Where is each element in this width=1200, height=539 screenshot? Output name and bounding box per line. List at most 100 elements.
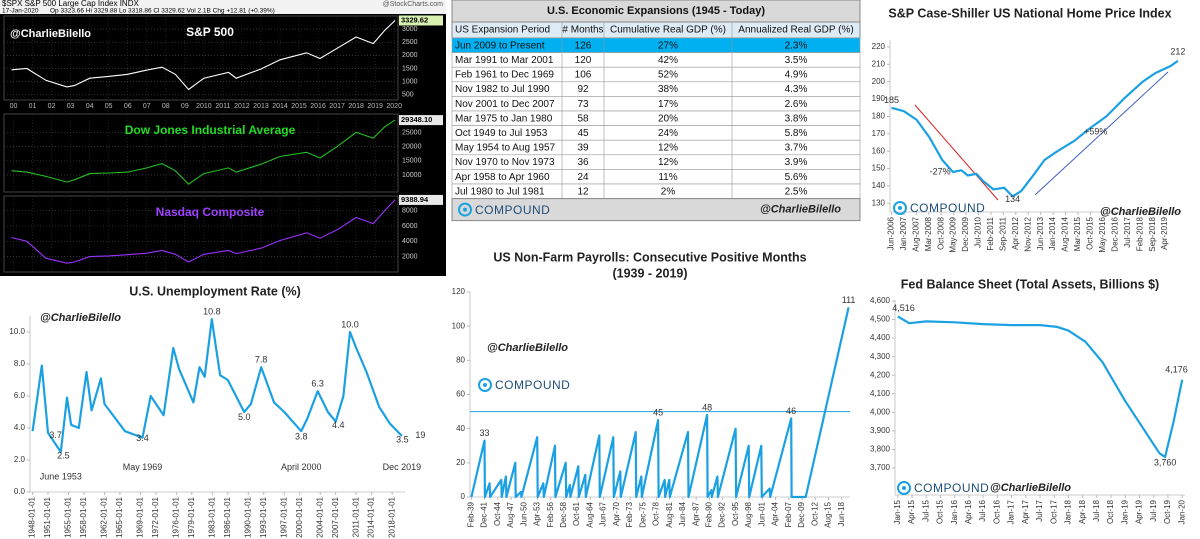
x-tick-label: 01 [29, 103, 37, 110]
x-tick-label: 1962-01-01 [100, 496, 109, 537]
y-tick-label: 2500 [402, 39, 418, 46]
table-cell: 24% [658, 128, 678, 139]
price-line [11, 20, 396, 91]
x-tick-label: 1955-01-01 [64, 496, 73, 537]
annotation: June 1953 [40, 471, 82, 481]
x-tick-label: 04 [86, 103, 94, 110]
annotation: 3.5 [396, 435, 409, 445]
table-cell: May 1954 to Aug 1957 [455, 143, 556, 154]
annotation: 5.0 [238, 412, 251, 422]
annotation: 4,516 [892, 303, 915, 313]
table-cell: 24 [577, 172, 589, 183]
y-tick-label: 160 [872, 146, 886, 155]
x-tick-label: 1993-01-01 [259, 496, 268, 537]
y-tick-label: 210 [872, 59, 886, 68]
x-tick-label: 08 [162, 103, 170, 110]
x-tick-label: 1979-01-01 [187, 496, 196, 537]
y-tick-label: 200 [872, 77, 886, 86]
annotation: 3.8 [295, 431, 308, 441]
source: @StockCharts.com [383, 1, 444, 8]
x-tick-label: 2016 [310, 103, 326, 110]
annotation: April 2000 [281, 462, 322, 472]
x-tick-label: 1951-01-01 [43, 496, 52, 537]
x-tick-label: 1990-01-01 [243, 496, 252, 537]
y-tick-label: 2000 [402, 253, 418, 260]
date: 17-Jan-2020 [2, 8, 39, 15]
quote: Op 3323.66 Hi 3329.88 Lo 3318.86 Cl 3329… [50, 8, 275, 15]
y-tick-label: 220 [872, 42, 886, 51]
column-header: Cumulative Real GDP (%) [610, 25, 726, 36]
logo-icon-dot [483, 383, 487, 387]
x-tick-label: Dec-2016 [1110, 216, 1119, 251]
x-tick-label: Dec-75 [638, 501, 647, 527]
x-tick-label: 2004-01-01 [315, 496, 324, 537]
data-line [31, 318, 403, 454]
y-tick-label: 4,400 [870, 333, 891, 342]
column-header: US Expansion Period [455, 25, 550, 36]
y-tick-label: 4,500 [870, 315, 891, 324]
header-strip [0, 0, 446, 14]
x-tick-label: Jul-15 [921, 499, 930, 521]
y-tick-label: 0 [461, 492, 466, 501]
annotation: May 1969 [123, 462, 163, 472]
y-tick-label: 80 [456, 355, 465, 364]
annotation: 10.0 [341, 319, 359, 329]
x-tick-label: Dec-58 [559, 501, 568, 527]
symbol: $SPX S&P 500 Large Cap Index INDX [2, 0, 139, 8]
panel-frame [3, 15, 399, 101]
x-tick-label: Jan-2014 [1048, 216, 1057, 250]
chart-title: Fed Balance Sheet (Total Assets, Billion… [901, 277, 1159, 291]
table-cell: Feb 1961 to Dec 1969 [455, 70, 554, 81]
x-tick-label: Jun-2013 [1036, 216, 1045, 250]
x-tick-label: May-2009 [949, 216, 958, 252]
x-tick-label: Apr-53 [533, 501, 542, 526]
table-cell: 36 [577, 157, 589, 168]
chart-title: U.S. Unemployment Rate (%) [129, 284, 301, 298]
x-tick-label: Oct-19 [1163, 499, 1172, 524]
y-tick-label: 3,700 [870, 463, 891, 472]
y-tick-label: 3000 [402, 26, 418, 33]
annotation: 7.8 [255, 355, 268, 365]
x-tick-label: 2011-01-01 [351, 496, 360, 537]
y-tick-label: 100 [452, 321, 466, 330]
price-line [11, 199, 396, 264]
x-tick-label: Aug-47 [506, 501, 515, 527]
x-tick-label: 2013 [253, 103, 269, 110]
x-tick-label: Jan-18 [1064, 499, 1073, 524]
x-tick-label: Apr-18 [1078, 499, 1087, 524]
y-tick-label: 2.0 [14, 455, 26, 464]
table-cell: 12% [658, 157, 678, 168]
x-tick-label: Apr-17 [1021, 499, 1030, 524]
logo-icon [897, 481, 911, 495]
column-header: # Months [562, 25, 603, 36]
annotation: 2.5 [57, 451, 70, 461]
y-tick-label: 140 [872, 181, 886, 190]
y-tick-label: 8000 [402, 207, 418, 214]
credit: @CharlieBilello [40, 312, 121, 324]
table-cell: 27% [658, 40, 678, 51]
table-cell: 3.8% [785, 113, 808, 124]
table-cell: 12 [577, 186, 589, 197]
x-tick-label: Mar-2008 [924, 216, 933, 251]
x-tick-label: Mar-2015 [1073, 216, 1082, 251]
x-tick-label: 2020 [386, 103, 402, 110]
x-tick-label: 2014-01-01 [367, 496, 376, 537]
x-tick-label: Feb-73 [625, 501, 634, 527]
x-tick-label: 2017 [329, 103, 345, 110]
logo-text: COMPOUND [495, 378, 570, 392]
y-tick-label: 180 [872, 112, 886, 121]
x-tick-label: Dec-09 [797, 501, 806, 527]
annotation: 4,176 [1165, 364, 1188, 374]
x-tick-label: 2018-01-01 [387, 496, 396, 537]
x-tick-label: 09 [181, 103, 189, 110]
table-cell: 52% [658, 70, 678, 81]
table-cell: 42% [658, 55, 678, 66]
table-cell: 120 [575, 55, 592, 66]
x-tick-label: Aug-2014 [1061, 216, 1070, 251]
x-tick-label: Feb-07 [784, 501, 793, 527]
logo-text: COMPOUND [914, 481, 989, 495]
data-line [470, 307, 850, 499]
table-cell: 20% [658, 113, 678, 124]
chart-title: S&P Case-Shiller US National Home Price … [888, 6, 1171, 20]
x-tick-label: 05 [105, 103, 113, 110]
